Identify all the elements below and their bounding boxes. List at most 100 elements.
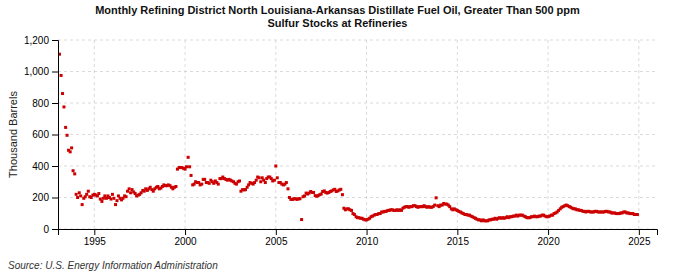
point bbox=[312, 191, 315, 194]
point bbox=[264, 181, 267, 184]
point bbox=[60, 74, 63, 77]
tick-label: 2015 bbox=[447, 236, 470, 247]
grid bbox=[58, 40, 657, 229]
point bbox=[185, 165, 188, 168]
tick-mark bbox=[52, 40, 58, 41]
point bbox=[190, 174, 193, 177]
point bbox=[203, 178, 206, 181]
axis-line bbox=[59, 230, 658, 236]
point bbox=[273, 179, 276, 182]
point bbox=[435, 196, 438, 199]
tick-label: 2025 bbox=[628, 236, 651, 247]
point bbox=[217, 183, 220, 186]
point bbox=[208, 182, 211, 185]
grid-line-y bbox=[58, 71, 657, 72]
tick-mark bbox=[367, 229, 368, 235]
tick-mark bbox=[52, 72, 58, 73]
tick-mark bbox=[185, 229, 186, 235]
point bbox=[75, 193, 78, 196]
point bbox=[62, 105, 65, 108]
x-axis: 1995 2000 2005 2010 2015 2020 2025 bbox=[59, 229, 658, 247]
title: Monthly Refining District North Louisian… bbox=[95, 4, 580, 29]
tick-label: 400 bbox=[32, 161, 49, 172]
axis-line bbox=[52, 41, 59, 230]
tick: 2025 bbox=[628, 229, 651, 247]
tick: 2015 bbox=[447, 229, 470, 247]
tick-mark bbox=[52, 103, 58, 104]
y-axis-title: Thousand Barrels bbox=[7, 91, 19, 178]
tick-label: 200 bbox=[32, 192, 49, 203]
point bbox=[110, 198, 113, 201]
tick-mark bbox=[52, 198, 58, 199]
point bbox=[298, 197, 301, 200]
tick: 2005 bbox=[265, 229, 288, 247]
point bbox=[97, 192, 100, 195]
tick-mark bbox=[94, 229, 95, 235]
point bbox=[70, 146, 73, 149]
point bbox=[81, 203, 84, 206]
point bbox=[112, 197, 115, 200]
grid-line-x bbox=[275, 40, 276, 229]
point bbox=[174, 185, 177, 188]
tick: 2010 bbox=[356, 229, 379, 247]
point bbox=[259, 180, 262, 183]
point bbox=[258, 176, 261, 179]
tick: 2000 bbox=[174, 229, 197, 247]
point bbox=[339, 188, 342, 191]
grid-line-y bbox=[58, 40, 657, 41]
tick-mark bbox=[639, 229, 640, 235]
grid-line-y bbox=[58, 134, 657, 135]
tick-label: 600 bbox=[32, 129, 49, 140]
grid-line-y bbox=[58, 103, 657, 104]
point bbox=[76, 196, 79, 199]
point bbox=[286, 187, 289, 190]
tick-label: 1995 bbox=[84, 236, 107, 247]
point bbox=[125, 195, 128, 198]
point bbox=[433, 204, 436, 207]
tick: 200 bbox=[32, 192, 58, 203]
tick-label: 0 bbox=[43, 224, 49, 235]
grid-line-x bbox=[548, 40, 549, 229]
grid-line-y bbox=[58, 197, 657, 198]
point bbox=[303, 194, 306, 197]
tick-label: 2010 bbox=[356, 236, 379, 247]
tick: 800 bbox=[32, 98, 58, 109]
point bbox=[274, 165, 277, 168]
tick-label: 2020 bbox=[537, 236, 560, 247]
point bbox=[111, 193, 114, 196]
tick-label: 1,200 bbox=[24, 35, 49, 46]
point bbox=[69, 150, 72, 153]
y-axis: 0 200 400 600 800 1,000 1,200 bbox=[24, 35, 59, 235]
tick: 1995 bbox=[84, 229, 107, 247]
point bbox=[66, 134, 69, 137]
point bbox=[188, 165, 191, 168]
point bbox=[200, 183, 203, 186]
tick: 0 bbox=[43, 224, 58, 235]
point bbox=[72, 169, 75, 172]
point bbox=[73, 172, 76, 175]
tick-label: 2005 bbox=[265, 236, 288, 247]
point bbox=[285, 181, 288, 184]
tick-mark bbox=[276, 229, 277, 235]
point bbox=[61, 92, 64, 95]
tick-mark bbox=[52, 229, 58, 230]
point bbox=[238, 179, 241, 182]
grid-line-x bbox=[638, 40, 639, 229]
tick-label: 2000 bbox=[174, 236, 197, 247]
point bbox=[129, 191, 132, 194]
chart: 1995 2000 2005 2010 2015 2020 2025 0 200 400 600 80… bbox=[0, 0, 675, 275]
point bbox=[341, 193, 344, 196]
tick: 400 bbox=[32, 161, 58, 172]
tick-label: 1,000 bbox=[24, 66, 49, 77]
points bbox=[58, 53, 639, 223]
point bbox=[114, 203, 117, 206]
point bbox=[79, 194, 82, 197]
tick: 2020 bbox=[537, 229, 560, 247]
grid-line-x bbox=[94, 40, 95, 229]
point bbox=[78, 191, 81, 194]
grid-line-x bbox=[457, 40, 458, 229]
tick: 1,200 bbox=[24, 35, 58, 46]
tick-mark bbox=[52, 135, 58, 136]
tick: 600 bbox=[32, 129, 58, 140]
grid-line-y bbox=[58, 166, 657, 167]
